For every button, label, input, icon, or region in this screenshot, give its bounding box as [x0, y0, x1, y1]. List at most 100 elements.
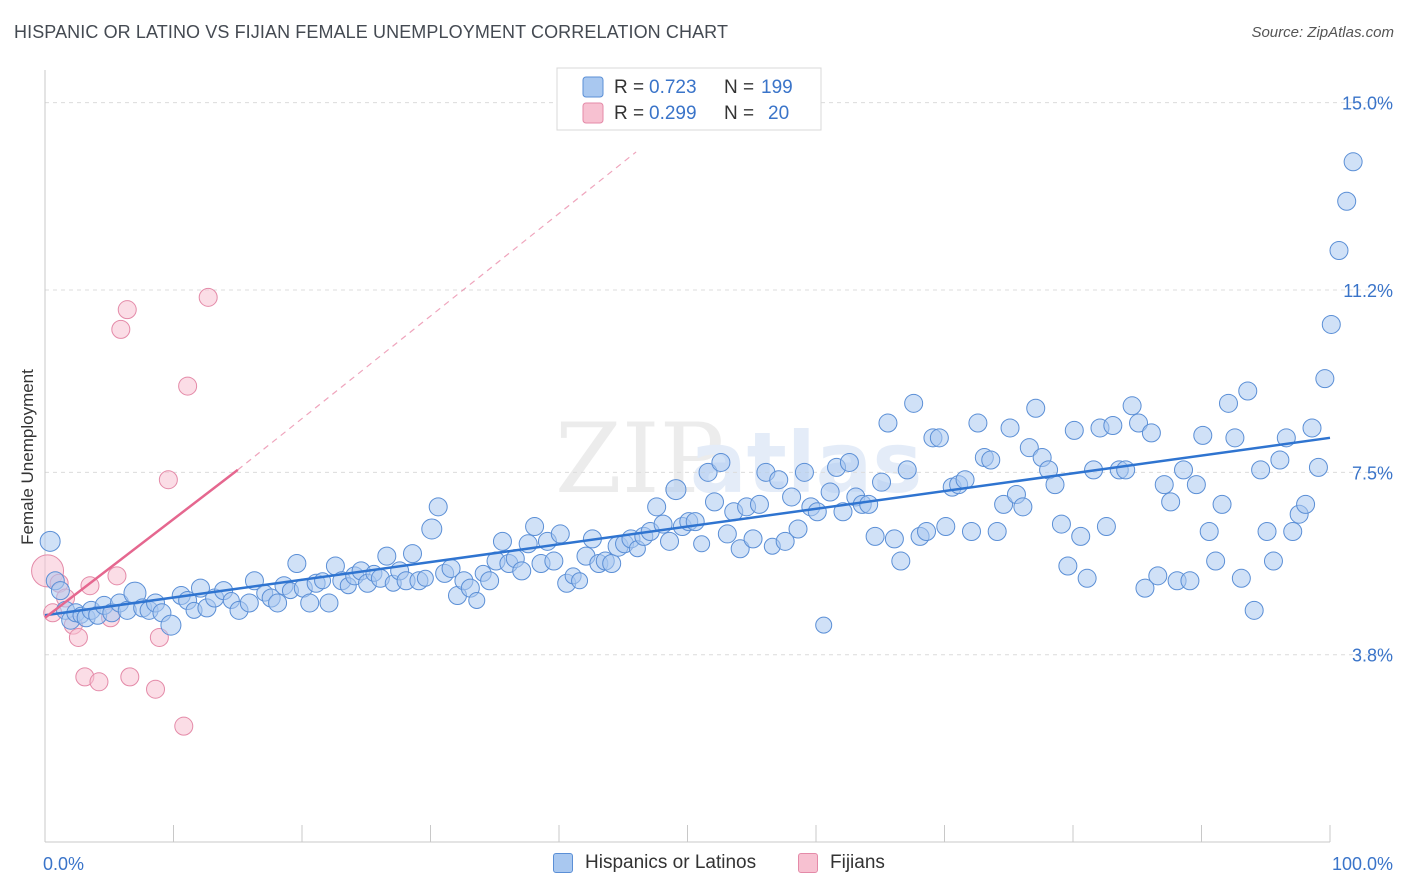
hispanic-point: [1051, 514, 1071, 534]
hispanic-point: [833, 502, 853, 522]
hispanic-point: [1251, 460, 1271, 480]
hispanic-point: [377, 546, 397, 566]
legend-swatch-hispanics: [582, 76, 604, 98]
hispanic-point: [602, 554, 622, 574]
hispanic-point: [1238, 381, 1258, 401]
hispanic-point: [1077, 568, 1097, 588]
fijian-point: [117, 300, 137, 320]
hispanic-point: [1263, 551, 1283, 571]
hispanic-point: [904, 393, 924, 413]
fijian-point: [149, 627, 169, 647]
trend-lines: [44, 151, 1331, 619]
hispanic-point: [717, 524, 737, 544]
hispanic-point: [775, 531, 795, 551]
hispanic-point: [1186, 475, 1206, 495]
hispanic-point: [1206, 551, 1226, 571]
hispanic-point: [550, 524, 570, 544]
y-tick-label: 7.5%: [1352, 463, 1393, 483]
hispanic-point: [403, 544, 423, 564]
hispanic-point: [859, 494, 879, 514]
hispanic-point: [1180, 571, 1200, 591]
hispanic-point: [665, 479, 687, 501]
hispanic-point: [815, 616, 833, 634]
hispanic-point: [878, 413, 898, 433]
fijian-point: [89, 672, 109, 692]
hispanic-point: [961, 521, 981, 541]
hispanic-point: [512, 561, 532, 581]
legend-r-value-2: 0.299: [649, 103, 697, 124]
hispanic-point: [994, 494, 1014, 514]
y-tick-label: 11.2%: [1343, 281, 1393, 301]
hispanic-point: [1071, 526, 1091, 546]
hispanic-point: [794, 462, 814, 482]
hispanic-point: [1244, 600, 1264, 620]
hispanic-point: [1141, 423, 1161, 443]
hispanic-point: [647, 497, 667, 517]
hispanic-point: [239, 593, 259, 613]
hispanic-point: [749, 494, 769, 514]
hispanic-point: [1058, 556, 1078, 576]
legend-r-label-2: R =: [614, 103, 644, 124]
hispanic-point: [300, 593, 320, 613]
hispanic-point: [807, 502, 827, 522]
hispanic-point: [865, 526, 885, 546]
hispanic-point: [839, 452, 859, 472]
fijians-points: [31, 287, 218, 736]
hispanic-point: [160, 614, 182, 636]
legend: R = 0.723 N = 199 R = 0.299 N = 20: [556, 67, 822, 131]
legend-n-value-2: 20: [768, 103, 789, 124]
hispanic-point: [421, 518, 443, 540]
x-tick-label: 0.0%: [43, 854, 84, 874]
hispanic-point: [319, 593, 339, 613]
hispanic-point: [1225, 428, 1245, 448]
hispanics-points: [39, 152, 1363, 636]
legend-n-value-1: 199: [761, 77, 793, 98]
hispanic-point: [955, 470, 975, 490]
hispanic-point: [1212, 494, 1232, 514]
legend-r-label-1: R =: [614, 77, 644, 98]
hispanic-point: [1315, 369, 1335, 389]
hispanic-point: [492, 531, 512, 551]
y-tick-label: 3.8%: [1352, 646, 1393, 666]
hispanic-point: [1343, 152, 1363, 172]
hispanic-point: [1026, 398, 1046, 418]
fijian-point: [68, 627, 88, 647]
hispanic-point: [1270, 450, 1290, 470]
bottom-legend-swatch-fijians: [798, 853, 818, 873]
hispanic-point: [1019, 438, 1039, 458]
legend-n-label-2: N =: [724, 103, 754, 124]
source-label: Source: ZipAtlas.com: [1251, 24, 1394, 41]
legend-r-value-1: 0.723: [649, 77, 697, 98]
bottom-legend-item-fijians: Fijians: [798, 852, 885, 874]
hispanic-point: [872, 472, 892, 492]
hispanic-point: [268, 593, 288, 613]
hispanic-point: [1161, 492, 1181, 512]
y-tick-label: 15.0%: [1342, 94, 1393, 114]
hispanic-point: [1135, 578, 1155, 598]
legend-n-label-1: N =: [724, 77, 754, 98]
axes: [44, 70, 1331, 843]
hispanic-point: [1257, 521, 1277, 541]
hispanic-point: [1096, 517, 1116, 537]
hispanic-point: [884, 529, 904, 549]
hispanic-point: [1064, 420, 1084, 440]
bottom-legend-label-hispanics: Hispanics or Latinos: [585, 852, 757, 873]
hispanic-point: [1103, 415, 1123, 435]
hispanic-point: [1321, 314, 1341, 334]
hispanic-point: [428, 497, 448, 517]
hispanic-point: [769, 470, 789, 490]
hispanic-point: [743, 529, 763, 549]
hispanic-point: [1283, 521, 1303, 541]
fijians-trend-line: [44, 468, 239, 619]
hispanic-point: [416, 569, 434, 587]
hispanic-point: [468, 591, 486, 609]
hispanic-point: [782, 487, 802, 507]
hispanic-point: [480, 571, 500, 591]
hispanic-point: [1329, 241, 1349, 261]
fijian-point: [146, 679, 166, 699]
hispanic-point: [660, 531, 680, 551]
hispanic-point: [1154, 475, 1174, 495]
hispanic-point: [987, 521, 1007, 541]
hispanic-point: [1231, 568, 1251, 588]
